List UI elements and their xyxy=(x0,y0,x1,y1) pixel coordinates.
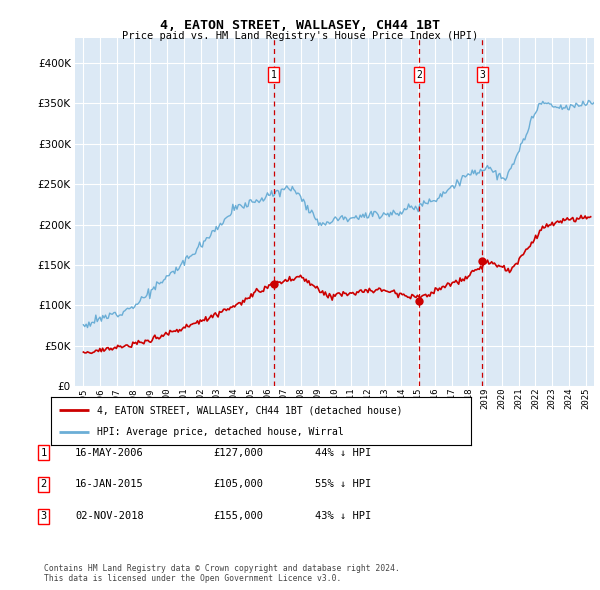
Text: 2: 2 xyxy=(41,480,47,489)
Text: HPI: Average price, detached house, Wirral: HPI: Average price, detached house, Wirr… xyxy=(97,427,344,437)
Text: £127,000: £127,000 xyxy=(213,448,263,457)
Text: 3: 3 xyxy=(41,512,47,521)
Text: 02-NOV-2018: 02-NOV-2018 xyxy=(75,512,144,521)
Text: 16-JAN-2015: 16-JAN-2015 xyxy=(75,480,144,489)
Text: 4, EATON STREET, WALLASEY, CH44 1BT: 4, EATON STREET, WALLASEY, CH44 1BT xyxy=(160,19,440,32)
Text: £155,000: £155,000 xyxy=(213,512,263,521)
Text: 2: 2 xyxy=(416,70,422,80)
Text: 16-MAY-2006: 16-MAY-2006 xyxy=(75,448,144,457)
Text: 4, EATON STREET, WALLASEY, CH44 1BT (detached house): 4, EATON STREET, WALLASEY, CH44 1BT (det… xyxy=(97,405,403,415)
Text: 44% ↓ HPI: 44% ↓ HPI xyxy=(315,448,371,457)
Text: £105,000: £105,000 xyxy=(213,480,263,489)
Text: 55% ↓ HPI: 55% ↓ HPI xyxy=(315,480,371,489)
Text: Contains HM Land Registry data © Crown copyright and database right 2024.
This d: Contains HM Land Registry data © Crown c… xyxy=(44,563,400,583)
Text: 3: 3 xyxy=(479,70,485,80)
Text: 1: 1 xyxy=(41,448,47,457)
Text: Price paid vs. HM Land Registry's House Price Index (HPI): Price paid vs. HM Land Registry's House … xyxy=(122,31,478,41)
Text: 43% ↓ HPI: 43% ↓ HPI xyxy=(315,512,371,521)
Text: 1: 1 xyxy=(271,70,277,80)
